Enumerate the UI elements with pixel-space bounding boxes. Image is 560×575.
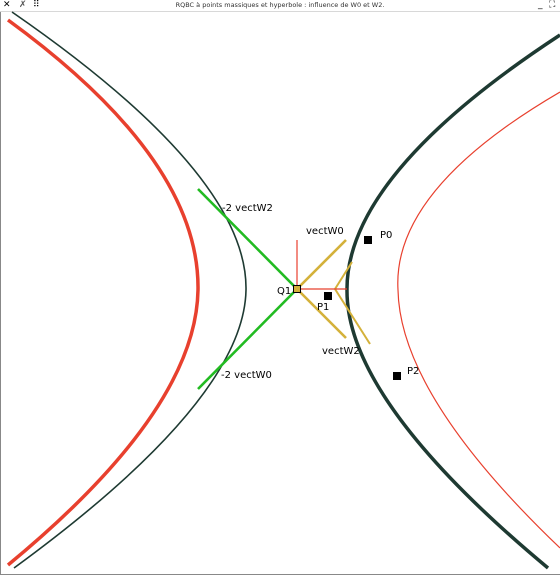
yellow-short-upper xyxy=(334,261,353,290)
point-q1[interactable] xyxy=(293,285,301,293)
neg2-vectw0-label: -2 vectW0 xyxy=(221,370,272,381)
neg2-vectw2-line xyxy=(197,188,298,290)
vectw2-line xyxy=(296,288,347,339)
red-hyperbola-left-branch xyxy=(6,18,200,567)
menu-icon[interactable]: ⠿ xyxy=(33,0,40,10)
q1-label: Q1 xyxy=(277,286,291,297)
dark-hyperbola-left-branch xyxy=(11,11,247,569)
maximize-icon[interactable]: ⛶ xyxy=(549,0,556,10)
minimize-icon[interactable]: _ xyxy=(538,0,543,10)
point-p0[interactable] xyxy=(364,236,372,244)
p2-label: P2 xyxy=(407,366,419,377)
vectw0-label: vectW0 xyxy=(306,226,344,237)
neg2-vectw0-line xyxy=(197,288,298,390)
p1-label: P1 xyxy=(317,302,329,313)
window-titlebar: ✕ ✗ ⠿ RQBC à points massiques et hyperbo… xyxy=(0,0,560,12)
neg2-vectw2-label: -2 vectW2 xyxy=(222,203,273,214)
point-p1[interactable] xyxy=(324,292,332,300)
point-p2[interactable] xyxy=(393,372,401,380)
red-hyperbola-right-branch xyxy=(397,91,560,549)
tool-icon[interactable]: ✗ xyxy=(19,0,27,10)
window-title: RQBC à points massiques et hyperbole : i… xyxy=(175,1,385,9)
vectw0-line xyxy=(296,239,347,290)
dark-hyperbola-right-branch xyxy=(345,33,560,570)
vectw2-label: vectW2 xyxy=(322,346,360,357)
yellow-short-lower xyxy=(334,288,371,345)
p0-label: P0 xyxy=(380,230,392,241)
close-icon[interactable]: ✕ xyxy=(3,0,11,10)
